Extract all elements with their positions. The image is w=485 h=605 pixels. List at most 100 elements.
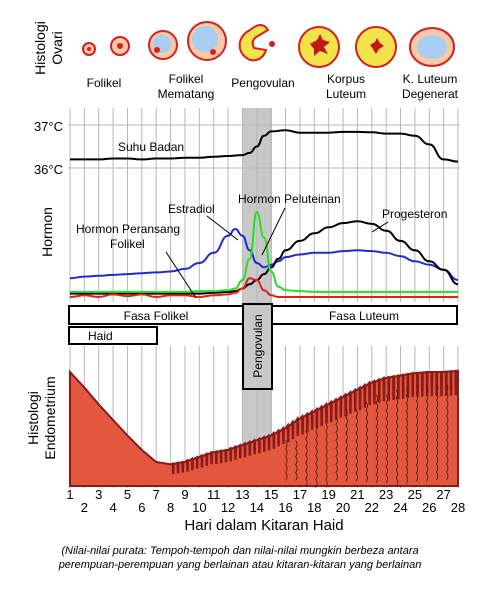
fsh-label-1: Hormon Peransang bbox=[76, 222, 180, 236]
ovulating-follicle bbox=[238, 24, 270, 62]
day-tick-label: 7 bbox=[153, 487, 160, 502]
oocyte-maturing-2 bbox=[210, 49, 216, 55]
fsh-pointer bbox=[165, 251, 197, 299]
day-tick-label: 2 bbox=[81, 500, 88, 515]
antrum-2 bbox=[192, 26, 218, 52]
fsh-label-2: Folikel bbox=[110, 237, 145, 251]
endometrium-gland bbox=[355, 408, 358, 482]
ovary-section: Histologi Ovari Folikel Folikel Mematang… bbox=[32, 21, 459, 101]
endometrium-gland bbox=[425, 384, 429, 482]
day-tick-label: 12 bbox=[221, 500, 235, 515]
corpus-luteum-core-1 bbox=[310, 34, 330, 56]
endometrium-gland bbox=[385, 394, 388, 484]
ovulation-band bbox=[243, 108, 272, 486]
endometrium-side-label-1: Histologi bbox=[25, 391, 41, 445]
endometrium-tissue bbox=[69, 369, 459, 487]
progesterone-label: Progesteron bbox=[382, 207, 447, 221]
endometrium-glands bbox=[285, 383, 449, 488]
day-tick-label: 22 bbox=[365, 500, 379, 515]
progesterone-pointer bbox=[371, 221, 389, 233]
lh-pointer bbox=[261, 207, 286, 256]
day-tick-label: 6 bbox=[138, 500, 145, 515]
day-tick-label: 28 bbox=[451, 500, 465, 515]
endometrium-gland bbox=[335, 416, 338, 481]
day-tick-label: 11 bbox=[207, 487, 221, 502]
body-temperature-line bbox=[70, 129, 459, 163]
stage-label-degenerating-2: Degenerat bbox=[402, 87, 459, 101]
hormone-side-label: Hormon bbox=[39, 207, 55, 257]
day-tick-label: 17 bbox=[293, 487, 307, 502]
body-temperature-label: Suhu Badan bbox=[118, 140, 184, 154]
day-tick-label: 8 bbox=[167, 500, 174, 515]
stage-label-follicle: Folikel bbox=[87, 76, 122, 90]
day-tick-label: 26 bbox=[422, 500, 436, 515]
menses-label: Haid bbox=[88, 329, 113, 343]
ovulation-box bbox=[242, 303, 273, 390]
day-tick-label: 13 bbox=[235, 487, 249, 502]
day-tick-label: 9 bbox=[181, 487, 188, 502]
stage-label-maturing-2: Mematang bbox=[158, 87, 215, 101]
day-tick-label: 3 bbox=[95, 487, 102, 502]
day-tick-label: 15 bbox=[264, 487, 278, 502]
corpus-albicans-center bbox=[417, 35, 447, 59]
endometrium-gland bbox=[305, 430, 308, 488]
day-tick-label: 23 bbox=[379, 487, 393, 502]
endometrium-gland bbox=[395, 389, 399, 487]
endometrium-side-label-2: Endometrium bbox=[42, 376, 58, 459]
stage-label-corpus-1: Korpus bbox=[327, 72, 365, 86]
estradiol-label: Estradiol bbox=[168, 202, 215, 216]
day-tick-label: 16 bbox=[278, 500, 292, 515]
fsh-line bbox=[69, 277, 458, 299]
lh-line bbox=[70, 210, 458, 293]
endometrium-gland bbox=[375, 394, 378, 484]
oocyte-small-1 bbox=[87, 47, 91, 51]
endometrium-gland bbox=[295, 440, 298, 481]
released-oocyte bbox=[269, 41, 275, 47]
endometrium-gland bbox=[435, 383, 439, 481]
ovary-side-label-1: Histologi bbox=[32, 21, 48, 75]
day-tick-label: 10 bbox=[192, 500, 206, 515]
stage-label-maturing-1: Folikel bbox=[169, 72, 204, 86]
endometrium-gland bbox=[415, 384, 419, 482]
endometrium-gland bbox=[345, 408, 348, 482]
phase-bars: Fasa Folikel Fasa Luteum Haid Pengovulan bbox=[68, 303, 458, 390]
endometrium-gland bbox=[315, 423, 318, 488]
endometrium-gland bbox=[405, 387, 409, 484]
temperature-section: 37°C 36°C Suhu Badan bbox=[34, 119, 460, 177]
day-tick-label: 25 bbox=[408, 487, 422, 502]
endometrium-gland bbox=[325, 423, 328, 488]
estradiol-pointer bbox=[206, 215, 239, 241]
luteal-phase-label: Fasa Luteum bbox=[329, 309, 399, 323]
day-tick-label: 24 bbox=[393, 500, 407, 515]
endometrium-gland bbox=[285, 440, 288, 481]
day-tick-label: 20 bbox=[336, 500, 350, 515]
follicular-phase-label: Fasa Folikel bbox=[124, 309, 189, 323]
temp-tick-37: 37°C bbox=[34, 119, 63, 134]
day-axis-ticks: 1234567891011121314151617181920212223242… bbox=[66, 487, 465, 515]
day-tick-label: 21 bbox=[350, 487, 364, 502]
stage-label-ovulation: Pengovulan bbox=[231, 76, 294, 90]
note-line-1: (Nilai-nilai purata: Tempoh-tempoh dan n… bbox=[61, 545, 418, 557]
day-tick-label: 4 bbox=[109, 500, 116, 515]
menses-bar bbox=[68, 326, 158, 345]
day-tick-label: 5 bbox=[124, 487, 131, 502]
oocyte-small-2 bbox=[117, 43, 123, 49]
day-tick-label: 19 bbox=[321, 487, 335, 502]
endometrium-gland bbox=[446, 383, 449, 481]
x-axis-title: Hari dalam Kitaran Haid bbox=[184, 517, 343, 534]
stage-label-corpus-2: Luteum bbox=[326, 87, 366, 101]
estradiol-line bbox=[69, 227, 459, 281]
corpus-luteum-core-2 bbox=[370, 38, 384, 54]
ovulation-label: Pengovulan bbox=[251, 314, 265, 377]
note-line-2: perempuan-perempuan yang berlainan atau … bbox=[58, 559, 422, 571]
stage-label-degenerating-1: K. Luteum bbox=[403, 72, 458, 86]
endometrium-gland bbox=[365, 401, 368, 483]
day-tick-label: 18 bbox=[307, 500, 321, 515]
oocyte-maturing-1 bbox=[154, 47, 160, 53]
endometrium-section: Histologi Endometrium bbox=[25, 369, 459, 488]
temp-tick-36: 36°C bbox=[34, 162, 63, 177]
day-tick-label: 1 bbox=[66, 487, 73, 502]
ovary-side-label-2: Ovari bbox=[49, 31, 65, 64]
